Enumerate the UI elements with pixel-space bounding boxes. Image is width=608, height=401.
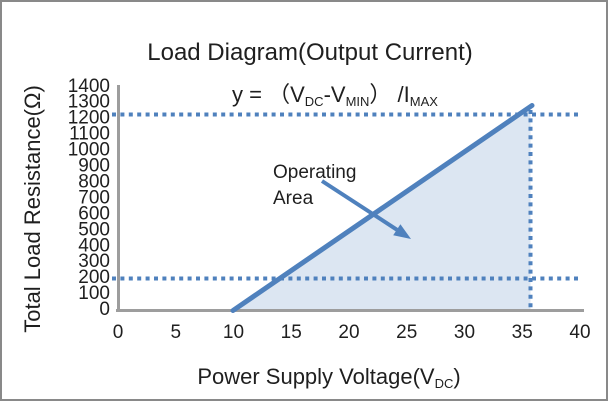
x-axis-label-sub: DC [435,376,454,391]
formula-sub-min: MIN [346,94,370,109]
y-tick: 200 [78,267,110,288]
y-tick: 700 [78,187,110,208]
y-tick: 1000 [68,140,110,161]
formula-sub-max: MAX [410,94,439,109]
y-tick: 600 [78,203,110,224]
y-tick: 500 [78,219,110,240]
x-axis-label-suffix: ) [453,364,460,389]
y-axis-label: Total Load Resistance(Ω) [20,85,45,333]
x-tick: 10 [223,322,244,343]
y-tick: 400 [78,235,110,256]
y-tick: 300 [78,251,110,272]
x-tick: 30 [454,322,475,343]
x-tick: 15 [281,322,302,343]
y-tick: 1100 [69,124,110,145]
chart-title: Load Diagram(Output Current) [147,39,472,66]
x-tick: 25 [396,322,417,343]
y-tick: 1200 [68,108,110,129]
y-tick: 800 [78,172,110,193]
y-tick: 0 [99,299,110,320]
x-axis-label: Power Supply Voltage(VDC) [197,364,460,391]
y-tick: 100 [78,283,110,304]
formula-prefix: y = （V [232,82,305,107]
formula-sub-dc: DC [305,94,324,109]
x-axis-label-main: Power Supply Voltage(V [197,364,435,389]
annotation-arrow-shaft [320,179,399,232]
formula-mid2: ） /I [369,82,409,107]
x-tick: 5 [170,322,181,343]
x-tick: 20 [338,322,359,343]
operating-area-label-line1: Operating [273,162,356,183]
y-tick: 1300 [68,92,110,113]
load-resistance-boundary-line [230,103,535,313]
x-tick: 0 [113,322,124,343]
x-tick: 40 [569,322,590,343]
y-tick-labels: 1400 1300 1200 1100 1000 900 800 700 600… [68,76,110,320]
formula-mid: -V [324,82,346,107]
formula-label: y = （VDC-VMIN） /IMAX [232,82,438,109]
x-tick-labels: 0 5 10 15 20 25 30 35 40 [113,322,591,343]
x-tick: 35 [512,322,533,343]
operating-area-label-line2: Area [273,188,314,209]
annotation-arrow-head-icon [393,224,411,239]
y-tick: 900 [78,156,110,177]
y-tick: 1400 [68,76,110,97]
